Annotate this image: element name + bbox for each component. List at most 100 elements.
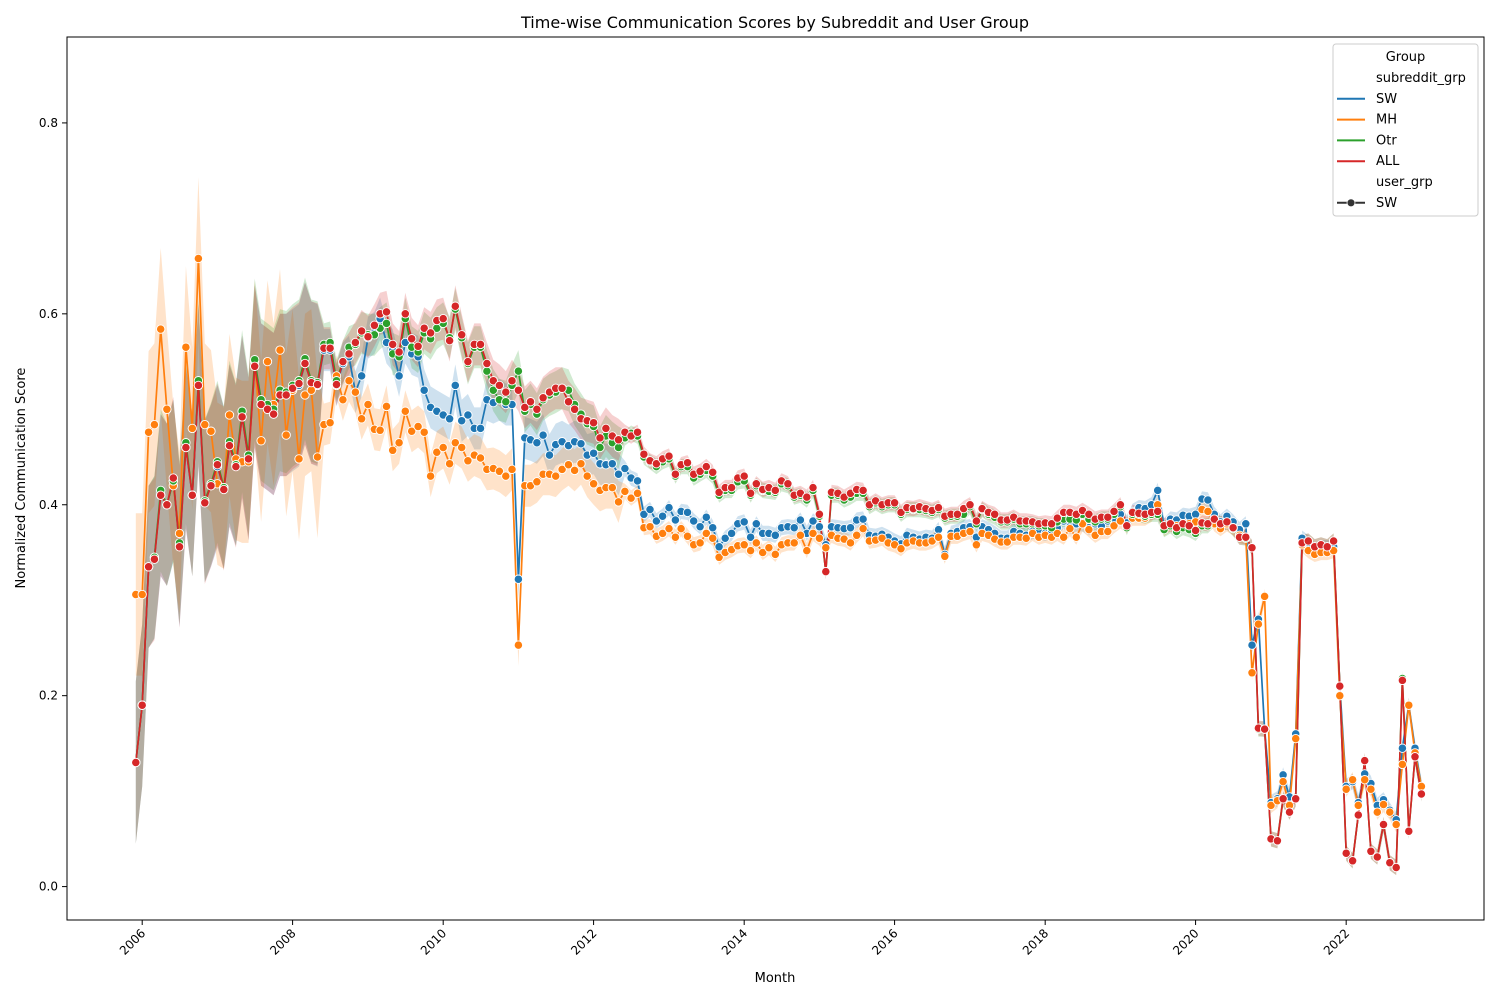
data-point-all — [501, 387, 511, 397]
data-point-sw — [933, 524, 944, 535]
data-point-all — [1272, 836, 1283, 846]
data-point-all — [889, 498, 900, 508]
data-point-mh — [137, 589, 147, 600]
data-point-mh — [181, 342, 191, 352]
data-point-mh — [281, 430, 291, 440]
data-point-all — [475, 339, 486, 350]
data-point-mh — [1353, 800, 1363, 811]
data-point-sw — [620, 463, 630, 474]
legend-header-subreddit-grp: subreddit_grp — [1376, 71, 1466, 86]
data-point-mh — [770, 549, 780, 560]
data-point-otr — [482, 366, 492, 376]
data-point-all — [168, 473, 178, 483]
data-point-sw — [1153, 485, 1163, 496]
data-point-all — [1115, 500, 1126, 510]
data-point-sw — [607, 459, 617, 469]
data-point-mh — [256, 436, 266, 446]
data-point-all — [1284, 807, 1295, 817]
legend: Group subreddit_grp SW MH Otr ALL user_grp SW — [1332, 43, 1479, 217]
data-point-mh — [1416, 781, 1427, 792]
data-point-mh — [1360, 775, 1370, 785]
data-point-all — [513, 385, 524, 395]
x-axis-label: Month — [755, 971, 796, 986]
data-point-sw — [789, 523, 799, 533]
data-point-sw — [645, 504, 655, 515]
data-point-mh — [664, 523, 674, 534]
data-point-mh — [971, 540, 982, 550]
data-point-all — [557, 383, 567, 393]
data-point-sw — [670, 515, 681, 525]
data-point-mh — [363, 399, 373, 410]
data-point-sw — [356, 371, 367, 381]
data-point-all — [896, 507, 906, 518]
data-point-all — [726, 482, 737, 493]
data-point-mh — [463, 456, 473, 466]
data-point-mh — [162, 404, 172, 414]
data-point-sw — [664, 502, 674, 513]
data-point-mh — [1372, 807, 1382, 817]
data-point-mh — [174, 528, 185, 539]
data-point-mh — [613, 497, 624, 507]
data-point-mh — [607, 482, 617, 493]
data-point-all — [331, 379, 342, 390]
data-point-all — [350, 337, 361, 348]
y-tick-label: 0.4 — [39, 498, 58, 512]
data-point-mh — [1378, 799, 1389, 810]
data-point-all — [1190, 525, 1201, 536]
data-point-all — [1416, 789, 1427, 799]
data-point-all — [588, 418, 599, 428]
data-point-sw — [808, 516, 818, 526]
data-point-all — [137, 700, 147, 710]
data-point-sw — [689, 516, 699, 526]
data-point-all — [701, 461, 711, 472]
data-point-all — [1410, 752, 1420, 762]
y-axis: 0.0 0.2 0.4 0.6 0.8 — [39, 116, 67, 894]
data-point-all — [783, 479, 793, 489]
data-point-all — [563, 397, 574, 407]
data-point-all — [632, 427, 643, 437]
data-point-mh — [407, 426, 417, 436]
data-point-sw — [814, 522, 825, 532]
data-point-all — [312, 379, 323, 390]
data-point-mh — [1397, 759, 1408, 770]
data-point-all — [243, 454, 254, 464]
data-point-mh — [632, 488, 643, 498]
data-point-mh — [1103, 526, 1113, 537]
data-point-all — [1385, 858, 1395, 868]
data-point-mh — [206, 426, 216, 436]
data-point-mh — [795, 530, 806, 540]
data-point-mh — [1115, 516, 1126, 526]
data-point-mh — [1266, 800, 1276, 811]
data-point-mh — [388, 445, 398, 455]
data-point-mh — [394, 438, 404, 448]
data-point-all — [595, 433, 605, 443]
data-point-otr — [613, 442, 624, 453]
data-point-mh — [1109, 521, 1119, 531]
data-point-mh — [356, 414, 367, 424]
data-point-mh — [350, 387, 361, 397]
data-point-mh — [814, 533, 825, 543]
y-tick-label: 0.0 — [39, 880, 58, 894]
data-point-all — [525, 397, 536, 407]
data-point-all — [639, 449, 649, 459]
data-point-all — [200, 498, 210, 508]
confidence-band-otr — [135, 277, 1422, 876]
data-point-mh — [300, 390, 310, 400]
data-point-all — [325, 343, 335, 353]
data-point-all — [212, 460, 223, 470]
data-point-all — [1247, 543, 1257, 553]
data-point-all — [532, 404, 542, 414]
data-point-all — [181, 442, 191, 453]
legend-title: Group — [1386, 50, 1426, 65]
data-point-mh — [1366, 784, 1376, 794]
data-point-all — [520, 402, 530, 413]
data-point-sw — [576, 439, 586, 449]
data-point-all — [1366, 846, 1376, 856]
data-point-all — [482, 358, 492, 369]
data-point-all — [538, 393, 548, 403]
data-point-all — [450, 301, 460, 311]
data-point-all — [990, 509, 1000, 519]
data-point-mh — [143, 427, 154, 437]
data-point-mh — [475, 453, 486, 463]
data-point-mh — [193, 253, 204, 264]
